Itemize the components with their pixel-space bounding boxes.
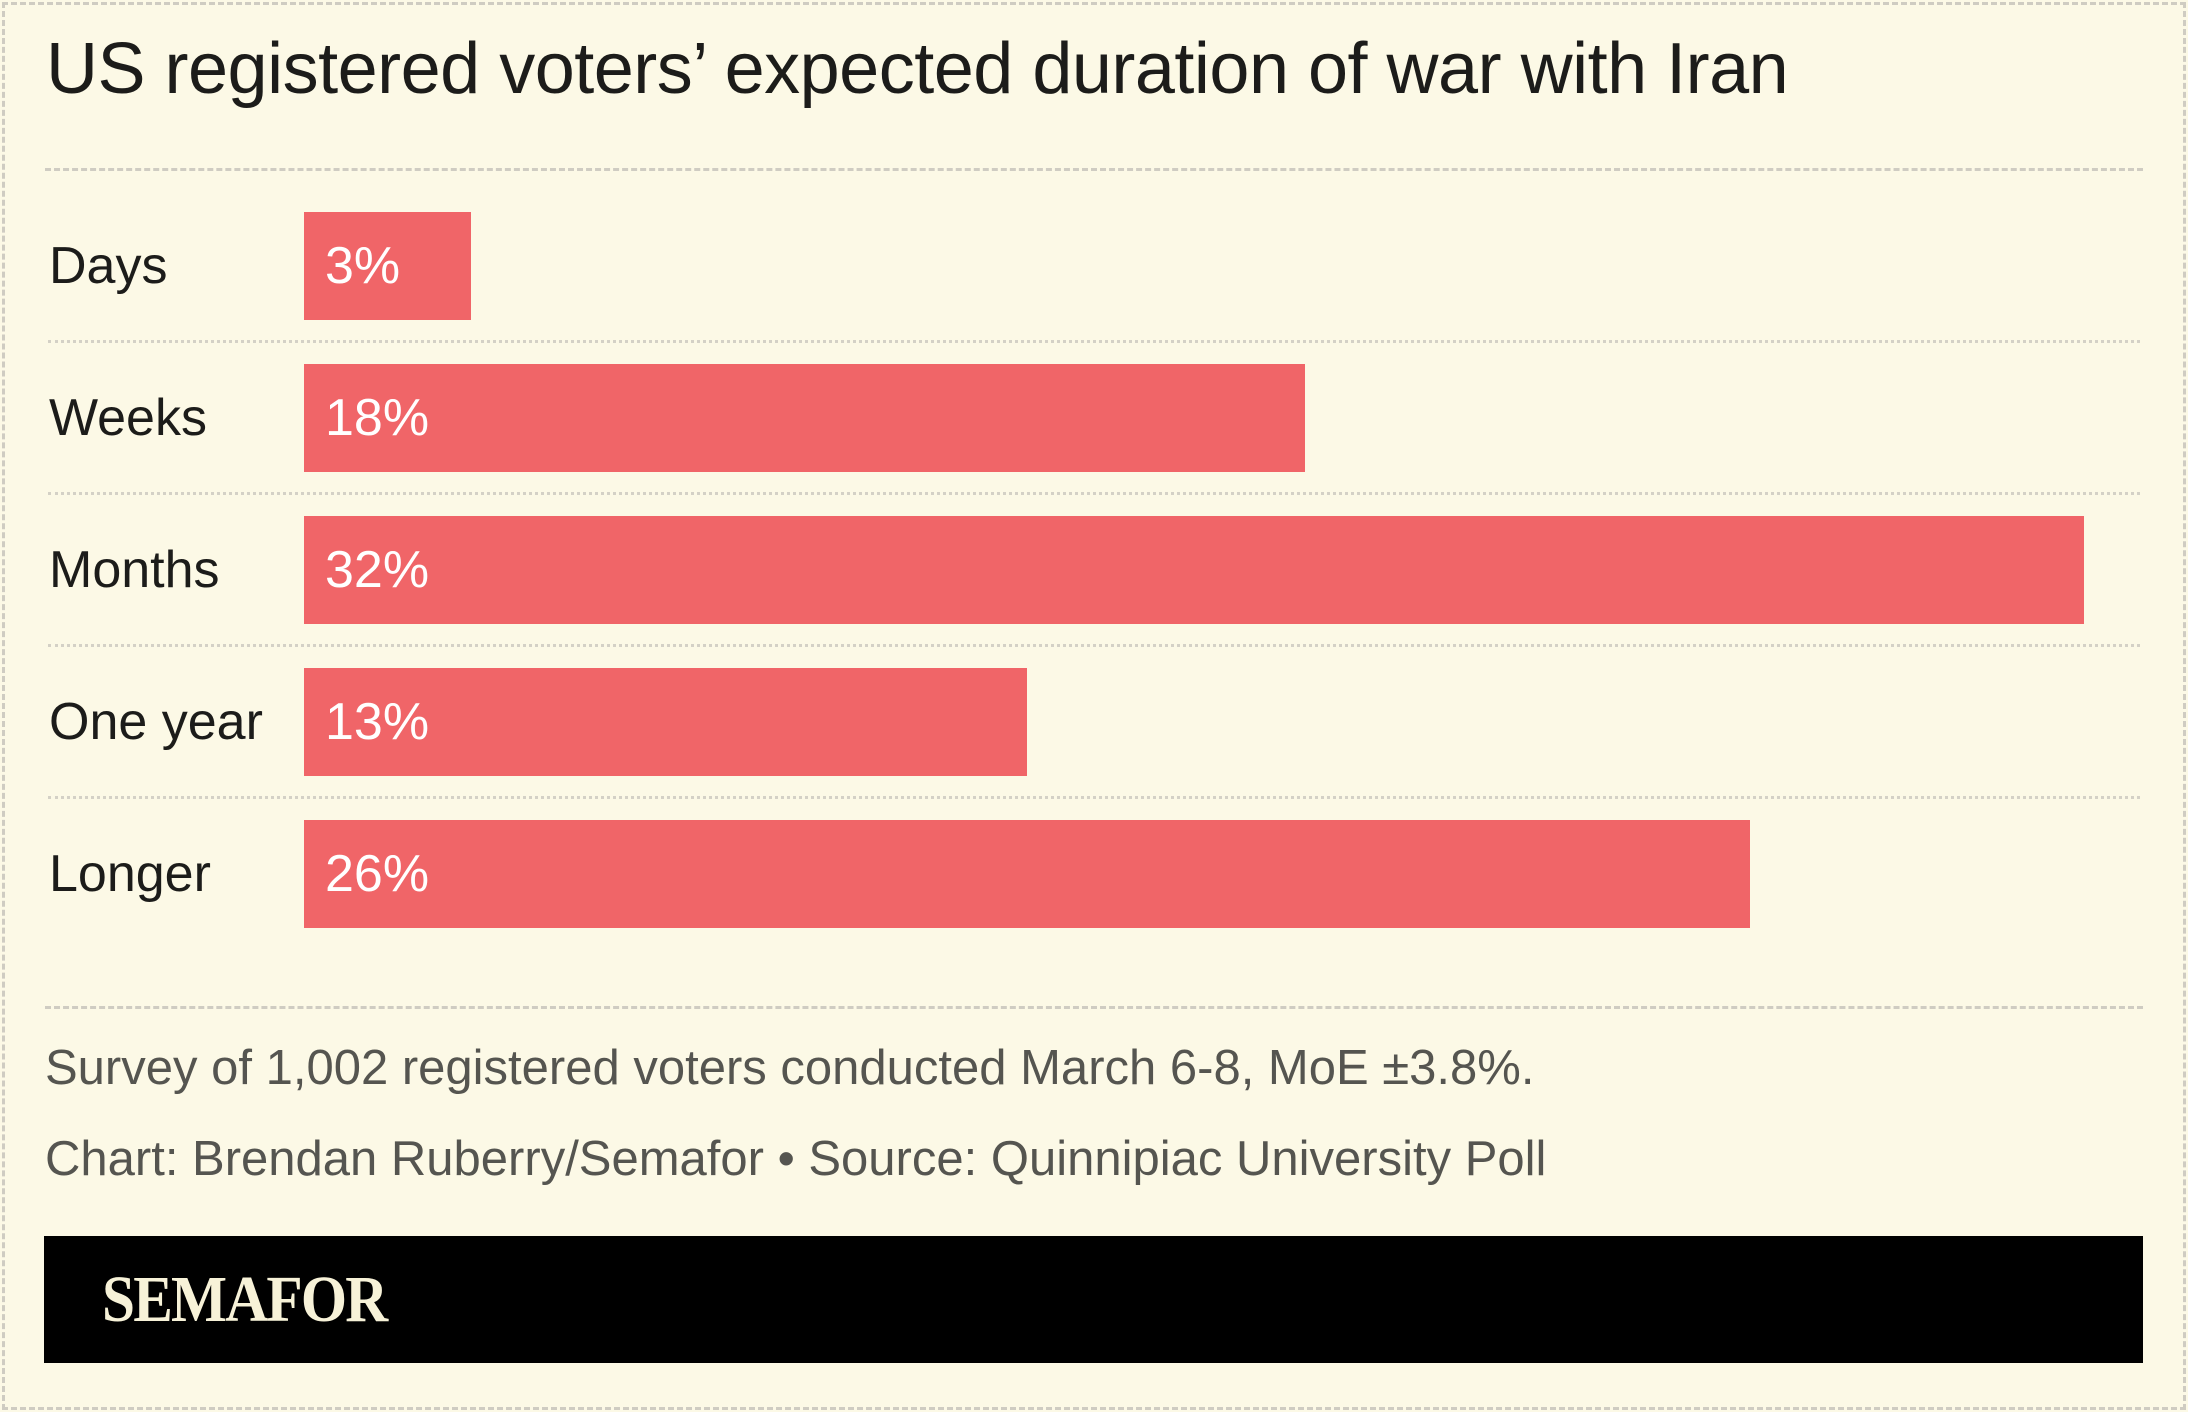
category-label: Weeks [49, 389, 207, 447]
chart-title: US registered voters’ expected duration … [46, 29, 1789, 109]
survey-note: Survey of 1,002 registered voters conduc… [45, 1041, 1535, 1095]
top-divider [45, 168, 2143, 171]
bar [304, 668, 1028, 776]
credit-note: Chart: Brendan Ruberry/Semafor • Source:… [45, 1132, 1547, 1186]
value-label: 13% [325, 693, 430, 751]
semafor-logo: SEMAFOR [102, 1263, 388, 1336]
row-separator [48, 644, 2140, 647]
bottom-divider [45, 1006, 2143, 1009]
row-separator [48, 492, 2140, 495]
value-label: 26% [325, 845, 430, 903]
brand-band: SEMAFOR [44, 1236, 2143, 1363]
category-label: Days [49, 237, 168, 295]
category-label: One year [49, 693, 263, 751]
row-separator [48, 796, 2140, 799]
category-label: Longer [49, 845, 211, 903]
value-label: 18% [325, 389, 430, 447]
bar [304, 212, 471, 320]
row-separator [48, 340, 2140, 343]
bar [304, 364, 1306, 472]
bar [304, 820, 1751, 928]
value-label: 32% [325, 541, 430, 599]
bar [304, 516, 2084, 624]
value-label: 3% [325, 237, 401, 295]
category-label: Months [49, 541, 220, 599]
